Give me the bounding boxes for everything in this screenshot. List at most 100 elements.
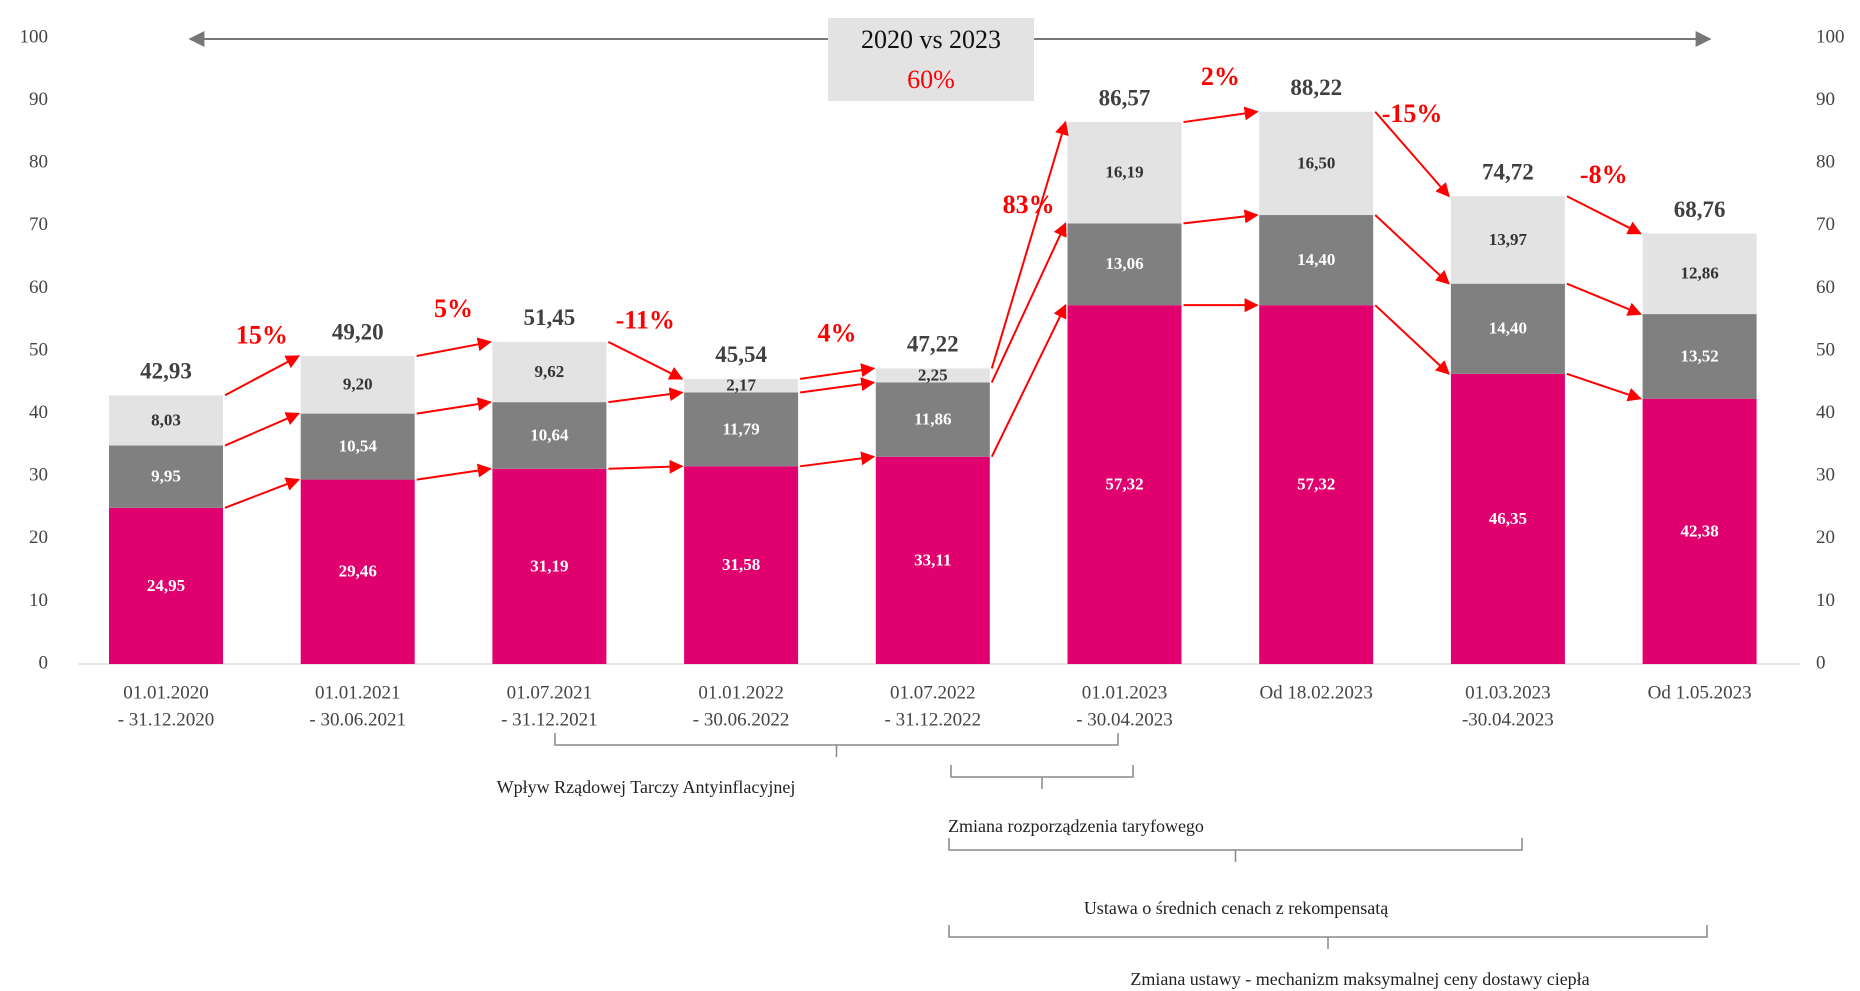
- data-label: 31,19: [530, 556, 568, 575]
- bracket: [950, 765, 1134, 789]
- data-label: 9,62: [535, 362, 565, 381]
- bracket: [554, 733, 1119, 757]
- bar-segment: [492, 341, 607, 403]
- total-label: 86,57: [1099, 85, 1151, 110]
- x-tick-label: 01.01.2023: [1082, 682, 1168, 703]
- x-tick-label: - 31.12.2020: [118, 709, 215, 730]
- change-arrow: [990, 303, 1067, 458]
- y2-tick-label: 50: [1816, 339, 1835, 360]
- bar-segment: [1450, 196, 1565, 284]
- data-label: 13,06: [1105, 254, 1143, 273]
- bar-segment: [492, 402, 607, 469]
- y2-tick-label: 40: [1816, 402, 1835, 423]
- change-arrow: [1566, 195, 1642, 235]
- data-label: 14,40: [1297, 250, 1335, 269]
- y2-tick-label: 100: [1816, 26, 1845, 47]
- bar-segment: [109, 395, 223, 446]
- total-label: 74,72: [1482, 160, 1534, 185]
- y-tick-label: 80: [29, 152, 48, 173]
- x-tick-label: 01.07.2022: [890, 682, 976, 703]
- x-tick-label: Od 1.05.2023: [1648, 682, 1752, 703]
- data-label: 13,97: [1489, 230, 1528, 249]
- bar-segment: [300, 413, 415, 480]
- bracket-label: Wpływ Rządowej Tarczy Antyinflacyjnej: [497, 777, 796, 797]
- data-label: 42,38: [1680, 521, 1718, 540]
- x-tick-label: 01.01.2021: [315, 682, 401, 703]
- bar-segment: [1642, 314, 1757, 399]
- data-label: 9,95: [151, 467, 181, 486]
- change-label: 15%: [236, 321, 288, 350]
- change-arrow: [1183, 106, 1259, 124]
- bar-segment: [1642, 398, 1757, 664]
- y-tick-label: 0: [39, 652, 49, 673]
- y-tick-label: 70: [29, 214, 48, 235]
- y-tick-label: 20: [29, 527, 48, 548]
- bar-segment: [300, 356, 415, 414]
- y-tick-label: 60: [29, 277, 48, 298]
- x-tick-label: 01.07.2021: [507, 682, 593, 703]
- bracket: [948, 925, 1708, 949]
- change-arrow: [608, 459, 684, 474]
- change-arrow: [416, 463, 492, 481]
- x-tick-label: - 31.12.2022: [885, 709, 982, 730]
- bar-segment: [684, 466, 799, 664]
- x-tick-label: Od 18.02.2023: [1259, 682, 1372, 703]
- bar-segment: [875, 456, 990, 664]
- data-label: 29,46: [339, 562, 377, 581]
- change-arrow: [799, 451, 876, 468]
- y-tick-label: 90: [29, 89, 48, 110]
- bar-segment: [1067, 122, 1182, 224]
- change-arrow: [1183, 209, 1259, 225]
- change-label: 5%: [434, 294, 473, 323]
- x-tick-label: - 30.06.2022: [693, 709, 790, 730]
- total-label: 47,22: [907, 332, 959, 357]
- data-label: 31,58: [722, 555, 760, 574]
- change-arrow: [990, 120, 1069, 369]
- data-label: 16,19: [1105, 163, 1143, 182]
- total-label: 42,93: [140, 359, 192, 384]
- bar-segment: [1067, 223, 1182, 306]
- bar-segment: [684, 378, 799, 393]
- y2-tick-label: 20: [1816, 527, 1835, 548]
- bar-segment: [684, 392, 799, 467]
- change-arrow: [416, 397, 492, 415]
- data-label: 46,35: [1489, 509, 1527, 528]
- data-label: 10,54: [339, 436, 378, 455]
- x-tick-label: 01.03.2023: [1465, 682, 1551, 703]
- change-arrow: [1566, 282, 1642, 316]
- change-label: -11%: [616, 305, 675, 334]
- bar-segment: [1067, 305, 1182, 664]
- data-label: 24,95: [147, 576, 185, 595]
- y-tick-label: 10: [29, 590, 48, 611]
- y-tick-label: 50: [29, 339, 48, 360]
- change-arrow: [608, 387, 684, 404]
- bar-segment: [1450, 283, 1565, 374]
- x-tick-label: 01.01.2022: [698, 682, 784, 703]
- x-tick-label: - 30.04.2023: [1076, 709, 1173, 730]
- total-label: 68,76: [1674, 197, 1726, 222]
- data-label: 33,11: [914, 550, 951, 569]
- y-tick-label: 100: [20, 26, 49, 47]
- data-label: 12,86: [1680, 264, 1718, 283]
- bar-segment: [300, 479, 415, 664]
- x-tick-label: 01.01.2020: [123, 682, 209, 703]
- y-tick-label: 40: [29, 402, 48, 423]
- comparison-change: 60%: [907, 65, 955, 94]
- change-arrow: [1374, 111, 1450, 198]
- bar-segment: [1259, 215, 1374, 306]
- data-label: 13,52: [1680, 346, 1718, 365]
- total-label: 88,22: [1290, 75, 1342, 100]
- change-arrow: [799, 363, 876, 380]
- bar-segment: [1642, 233, 1757, 315]
- change-arrow: [224, 412, 300, 447]
- x-tick-label: -30.04.2023: [1462, 709, 1554, 730]
- bar-segment: [492, 468, 607, 664]
- x-tick-label: - 30.06.2021: [309, 709, 406, 730]
- bar-segment: [109, 445, 223, 508]
- data-label: 2,17: [726, 376, 756, 395]
- change-arrow: [224, 355, 300, 397]
- change-arrow: [1566, 372, 1642, 402]
- change-arrow: [1374, 304, 1450, 375]
- y-tick-label: 30: [29, 465, 48, 486]
